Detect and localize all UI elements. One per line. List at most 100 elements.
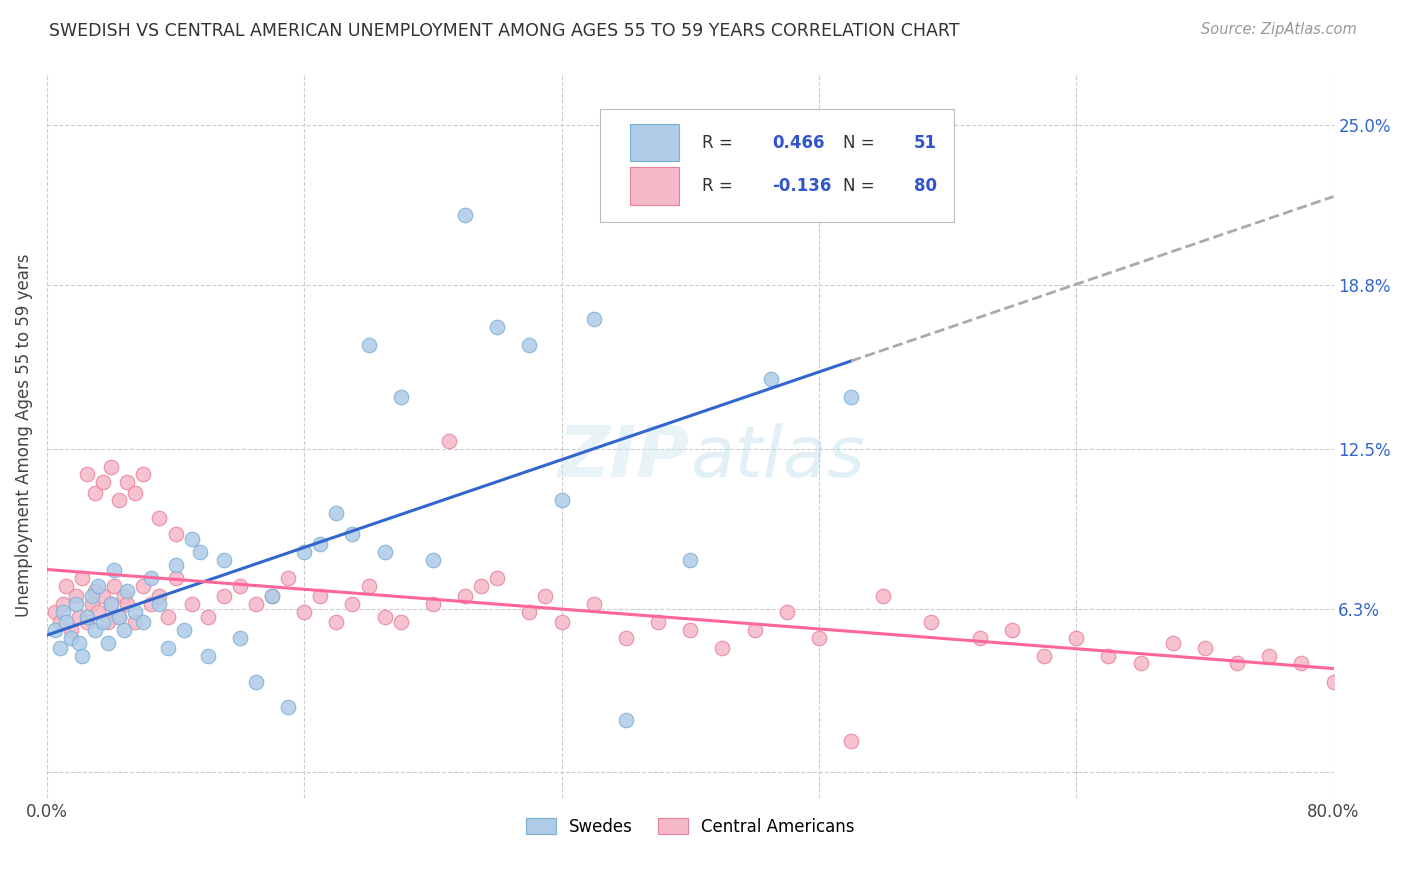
Point: [1258, 648, 1281, 663]
Point: [65, 589, 87, 603]
Point: [91, 475, 114, 490]
Point: [72, 648, 94, 663]
Point: [165, 558, 187, 572]
Point: [80, 589, 103, 603]
FancyBboxPatch shape: [630, 124, 679, 161]
Text: SWEDISH VS CENTRAL AMERICAN UNEMPLOYMENT AMONG AGES 55 TO 59 YEARS CORRELATION C: SWEDISH VS CENTRAL AMERICAN UNEMPLOYMENT…: [49, 22, 960, 40]
Point: [357, 579, 380, 593]
Text: R =: R =: [702, 134, 738, 152]
Point: [277, 700, 299, 714]
Point: [55, 579, 77, 593]
Point: [156, 610, 179, 624]
Text: ZIP: ZIP: [558, 423, 690, 491]
Point: [534, 589, 557, 603]
Point: [422, 597, 444, 611]
Text: 80: 80: [914, 178, 936, 195]
Point: [325, 506, 347, 520]
Point: [91, 615, 114, 629]
Point: [1033, 648, 1056, 663]
Point: [80, 597, 103, 611]
Point: [173, 623, 195, 637]
Point: [103, 563, 125, 577]
Point: [1226, 657, 1249, 671]
Text: N =: N =: [844, 134, 880, 152]
Point: [148, 589, 170, 603]
Point: [97, 636, 120, 650]
Point: [100, 459, 122, 474]
Point: [292, 605, 315, 619]
Point: [76, 610, 98, 624]
Point: [52, 605, 75, 619]
Y-axis label: Unemployment Among Ages 55 to 59 years: Unemployment Among Ages 55 to 59 years: [15, 254, 32, 617]
Point: [91, 589, 114, 603]
Point: [872, 589, 894, 603]
Point: [1064, 631, 1087, 645]
Point: [212, 589, 235, 603]
Point: [1129, 657, 1152, 671]
Point: [188, 545, 211, 559]
Point: [437, 434, 460, 448]
Point: [1097, 648, 1119, 663]
Point: [807, 631, 830, 645]
Point: [180, 532, 202, 546]
Point: [229, 631, 252, 645]
Text: -0.136: -0.136: [772, 178, 832, 195]
Point: [148, 597, 170, 611]
Text: Source: ZipAtlas.com: Source: ZipAtlas.com: [1201, 22, 1357, 37]
Point: [519, 338, 541, 352]
Point: [103, 579, 125, 593]
Point: [614, 631, 637, 645]
Point: [389, 390, 412, 404]
Point: [679, 553, 702, 567]
Point: [87, 605, 110, 619]
Point: [141, 571, 163, 585]
Point: [180, 597, 202, 611]
Point: [84, 485, 107, 500]
Point: [44, 623, 66, 637]
Point: [679, 623, 702, 637]
Point: [969, 631, 991, 645]
Point: [744, 623, 766, 637]
Point: [124, 485, 146, 500]
Point: [454, 209, 477, 223]
Point: [212, 553, 235, 567]
Point: [132, 615, 155, 629]
Point: [72, 571, 94, 585]
Point: [470, 579, 492, 593]
Point: [486, 571, 509, 585]
Point: [97, 615, 120, 629]
Point: [67, 610, 90, 624]
Point: [148, 511, 170, 525]
Point: [614, 714, 637, 728]
Point: [165, 527, 187, 541]
Point: [76, 615, 98, 629]
Point: [84, 584, 107, 599]
Point: [165, 571, 187, 585]
Point: [44, 605, 66, 619]
Point: [60, 631, 83, 645]
Text: atlas: atlas: [690, 423, 865, 491]
Point: [124, 605, 146, 619]
Text: 51: 51: [914, 134, 936, 152]
Point: [1194, 640, 1216, 655]
Point: [357, 338, 380, 352]
Legend: Swedes, Central Americans: Swedes, Central Americans: [517, 810, 863, 844]
Point: [309, 537, 332, 551]
Point: [132, 467, 155, 482]
Point: [374, 545, 396, 559]
Point: [76, 467, 98, 482]
Point: [117, 597, 139, 611]
Point: [55, 615, 77, 629]
Point: [197, 648, 219, 663]
Point: [108, 610, 131, 624]
Point: [84, 623, 107, 637]
Text: N =: N =: [844, 178, 880, 195]
Point: [277, 571, 299, 585]
Point: [100, 597, 122, 611]
Point: [582, 312, 605, 326]
FancyBboxPatch shape: [600, 109, 953, 221]
Point: [260, 589, 283, 603]
Point: [776, 605, 799, 619]
Point: [117, 475, 139, 490]
Text: R =: R =: [702, 178, 738, 195]
